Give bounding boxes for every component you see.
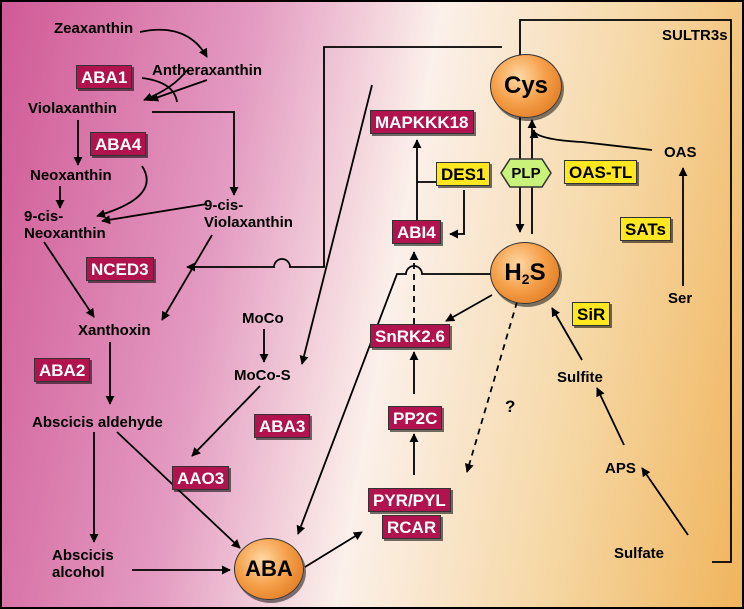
edge-aldehyde-aba xyxy=(116,431,241,549)
edge-cys-nced3 xyxy=(186,46,502,272)
violaxanthin-label: Violaxanthin xyxy=(28,100,117,117)
edge-antheraxanthin-violaxanthin xyxy=(149,79,208,102)
aps-label: APS xyxy=(605,460,636,477)
oas-tl-enzyme: OAS-TL xyxy=(564,160,638,184)
sir-enzyme: SiR xyxy=(572,302,611,326)
edge-sultr3s-loop xyxy=(519,19,732,563)
nced3-enzyme: NCED3 xyxy=(86,257,154,281)
edge-h2s-pyr-dashed xyxy=(464,301,518,473)
edge-violaxanthin-cisviolaxanthin xyxy=(152,111,239,196)
pp2c-phosphatase: PP2C xyxy=(388,406,443,430)
h2s-hub: H2S xyxy=(490,242,560,304)
question-mark: ? xyxy=(505,397,516,416)
snrk26-kinase: SnRK2.6 xyxy=(370,324,450,348)
edge-sulfate-aps xyxy=(641,467,689,536)
xanthoxin-label: Xanthoxin xyxy=(78,322,151,339)
cys-hub: Cys xyxy=(490,54,562,118)
sats-enzyme: SATs xyxy=(620,217,671,241)
zeaxanthin-label: Zeaxanthin xyxy=(54,20,134,37)
edge-sulfite-h2s xyxy=(551,307,583,361)
aba4-enzyme: ABA4 xyxy=(90,132,147,156)
edge-oas-cys xyxy=(529,129,653,151)
antheraxanthin-label: Antheraxanthin xyxy=(152,62,263,79)
aba3-enzyme: ABA3 xyxy=(254,414,311,438)
aba1-enzyme: ABA1 xyxy=(76,65,133,89)
plp-hexagon-shape xyxy=(500,158,552,188)
sulfite-label: Sulfite xyxy=(557,369,603,386)
edge-aba1-turn xyxy=(141,77,178,103)
h2s-label: H2S xyxy=(504,259,546,287)
edge-cisviolaxanthin-cisneoxanthin xyxy=(101,203,208,225)
edge-neoxanthin-curve xyxy=(96,165,148,219)
edge-des1-abi4 xyxy=(449,190,465,239)
moco-label: MoCo xyxy=(242,310,284,327)
cys-label: Cys xyxy=(503,72,549,99)
edge-cisneoxanthin-xanthoxin xyxy=(43,241,95,318)
abscisic-aldehyde-label: Abscicis aldehyde xyxy=(32,414,163,431)
edge-antheraxanthin-back xyxy=(143,69,188,102)
neoxanthin-label: Neoxanthin xyxy=(30,167,112,184)
edge-aps-sulfite xyxy=(596,387,625,446)
edge-zeaxanthin-antheraxanthin xyxy=(139,28,208,58)
oas-label: OAS xyxy=(664,144,697,161)
edge-h2s-snrk xyxy=(445,294,493,322)
aba-hub: ABA xyxy=(234,538,304,600)
abscisic-alcohol-label: Abscicis alcohol xyxy=(52,547,114,581)
cis-violaxanthin-label: 9-cis- Violaxanthin xyxy=(204,197,293,231)
edge-h2s-aba xyxy=(296,265,492,535)
moco-s-label: MoCo-S xyxy=(234,367,291,384)
edge-aba-pyr xyxy=(304,531,363,568)
ser-label: Ser xyxy=(668,290,693,307)
abi4-factor: ABI4 xyxy=(392,220,441,244)
plp-label: PLP xyxy=(511,164,541,182)
aao3-enzyme: AAO3 xyxy=(172,466,230,490)
aba2-enzyme: ABA2 xyxy=(34,358,91,382)
mapkkk18-kinase: MAPKKK18 xyxy=(370,110,474,134)
plp-cofactor: PLP xyxy=(500,158,552,188)
edge-mocos-aao3 xyxy=(191,385,261,457)
rcar-receptor: RCAR xyxy=(382,515,442,539)
des1-enzyme: DES1 xyxy=(436,162,491,186)
edge-cisviolaxanthin-xanthoxin xyxy=(161,234,213,321)
aba-label: ABA xyxy=(245,556,293,581)
pyr-pyl-receptor: PYR/PYL xyxy=(368,488,451,512)
sulfate-label: Sulfate xyxy=(614,545,665,562)
sultr3s-label: SULTR3s xyxy=(662,27,728,44)
edge-cys-mocos xyxy=(299,84,373,365)
cis-neoxanthin-label: 9-cis- Neoxanthin xyxy=(24,208,106,242)
